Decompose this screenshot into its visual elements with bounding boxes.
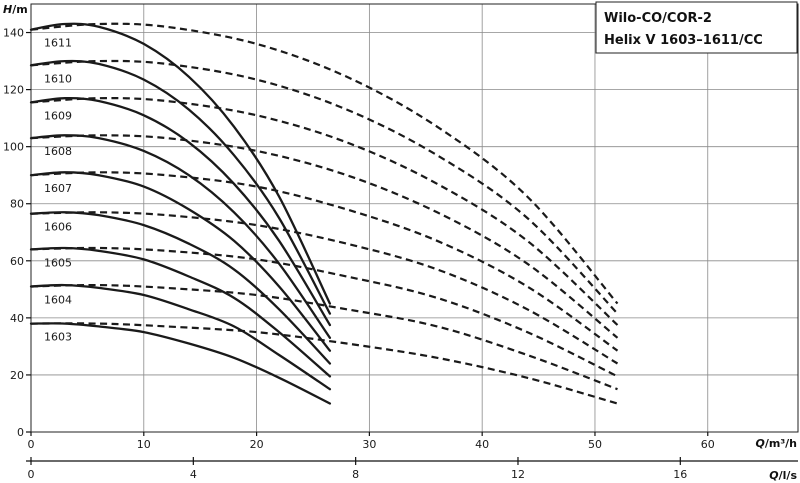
axes: 0 20 40 60 80 100 120 140 0 10 20 30 40 50 60 0 4 8 12 16 <box>3 27 798 481</box>
curve-two-pumps-1610 <box>30 59 619 315</box>
curve-single-pump-1606 <box>29 211 332 365</box>
curve-two-pumps-1607 <box>30 171 619 352</box>
curve-two-pumps-1603 <box>30 322 618 405</box>
curve-two-pumps-1609 <box>30 97 619 326</box>
x2-axis-unit: /l/s <box>779 469 798 482</box>
x-axis-symbol: Q <box>755 437 764 450</box>
curve-two-pumps-1611 <box>30 22 619 305</box>
x-axis-title: Q/m³/h <box>755 437 797 450</box>
grid <box>30 3 799 433</box>
x-tick-label-0: 0 <box>28 438 35 451</box>
chart-title-box: Wilo-CO/COR-2 Helix V 1603–1611/CC <box>595 1 798 54</box>
curve-two-pumps-1606 <box>30 211 619 365</box>
y-tick-label-120: 120 <box>3 84 24 97</box>
y-axis-title: H/m <box>3 3 28 16</box>
curves <box>29 22 619 405</box>
x2-tick-label-16: 16 <box>673 468 687 481</box>
y-tick-label-0: 0 <box>17 426 24 439</box>
y-tick-label-40: 40 <box>10 312 24 325</box>
curve-single-pump-1609 <box>29 96 332 327</box>
y-axis-symbol: H <box>3 3 12 16</box>
curve-single-pump-1608 <box>29 134 332 339</box>
y-tick-label-100: 100 <box>3 141 24 154</box>
curve-label-1604: 1604 <box>44 293 72 306</box>
x2-tick-label-4: 4 <box>190 468 197 481</box>
curve-single-pump-1607 <box>29 171 332 352</box>
curve-single-pump-1604 <box>29 283 332 391</box>
curve-two-pumps-1605 <box>30 246 618 378</box>
x-tick-label-50: 50 <box>588 438 602 451</box>
x2-axis-title: Q/l/s <box>769 469 797 482</box>
chart-title-line-2: Helix V 1603–1611/CC <box>604 33 763 48</box>
curve-label-1609: 1609 <box>44 109 72 122</box>
x2-tick-label-12: 12 <box>511 468 525 481</box>
x2-tick-label-8: 8 <box>352 468 359 481</box>
x-tick-label-40: 40 <box>475 438 489 451</box>
curve-labels: 1603 1604 1605 1606 1607 1608 1609 1610 1611 <box>44 37 72 344</box>
curve-label-1607: 1607 <box>44 182 72 195</box>
y-tick-label-140: 140 <box>3 27 24 40</box>
title-box-border <box>595 1 798 54</box>
curve-two-pumps-1608 <box>30 134 619 339</box>
curve-label-1605: 1605 <box>44 256 72 269</box>
x2-tick-label-0: 0 <box>28 468 35 481</box>
y-axis-unit: /m <box>12 3 27 16</box>
curve-single-pump-1605 <box>29 246 332 378</box>
curve-label-1608: 1608 <box>44 145 72 158</box>
chart-title-line-1: Wilo-CO/COR-2 <box>604 11 712 26</box>
curve-label-1606: 1606 <box>44 221 72 234</box>
y-tick-label-80: 80 <box>10 198 24 211</box>
curve-label-1603: 1603 <box>44 331 72 344</box>
curve-label-1610: 1610 <box>44 72 72 85</box>
curve-two-pumps-1604 <box>30 283 618 391</box>
curve-label-1611: 1611 <box>44 37 72 50</box>
curve-single-pump-1603 <box>29 322 332 405</box>
x2-axis-symbol: Q <box>769 469 778 482</box>
x-axis-unit: /m³/h <box>765 437 797 450</box>
curve-single-pump-1611 <box>29 22 332 305</box>
x-tick-label-60: 60 <box>701 438 715 451</box>
y-tick-label-60: 60 <box>10 255 24 268</box>
x-tick-label-20: 20 <box>250 438 264 451</box>
curve-single-pump-1610 <box>29 59 332 315</box>
plot-frame <box>30 3 799 433</box>
x-tick-label-30: 30 <box>362 438 376 451</box>
x-tick-label-10: 10 <box>137 438 151 451</box>
y-tick-label-20: 20 <box>10 369 24 382</box>
